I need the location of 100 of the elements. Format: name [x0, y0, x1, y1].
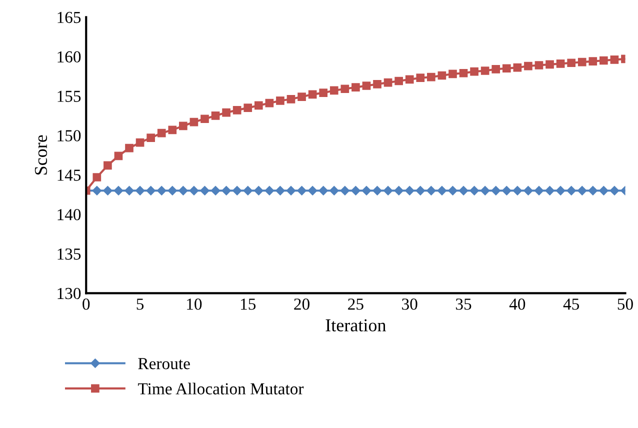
x-tick-label: 30	[402, 298, 418, 310]
point	[362, 186, 372, 196]
point	[135, 186, 145, 196]
point	[157, 128, 166, 138]
point	[286, 186, 296, 196]
point	[254, 186, 264, 196]
point	[329, 186, 339, 196]
point	[448, 186, 458, 196]
point	[384, 78, 392, 87]
point	[416, 186, 425, 196]
point	[610, 56, 619, 64]
point	[232, 106, 242, 114]
point	[383, 186, 393, 196]
point	[534, 186, 544, 196]
point	[146, 186, 156, 196]
y-tick-label: 155	[58, 90, 81, 102]
point	[211, 112, 220, 120]
point	[265, 98, 274, 108]
point	[103, 186, 112, 196]
point	[404, 186, 414, 196]
point	[340, 186, 350, 196]
point	[470, 67, 478, 76]
point	[372, 186, 382, 196]
point	[298, 92, 306, 101]
legend-label: Time Allocation Mutator	[138, 382, 304, 394]
point	[459, 68, 468, 78]
point	[114, 152, 123, 160]
point	[179, 122, 188, 130]
point	[599, 186, 608, 196]
point	[600, 56, 608, 65]
point	[222, 108, 230, 117]
point	[480, 186, 490, 196]
point	[426, 72, 436, 82]
point	[190, 118, 198, 126]
point	[546, 60, 554, 69]
point	[232, 186, 242, 196]
point	[319, 88, 328, 98]
point	[308, 186, 318, 196]
x-axis-title: Iteration	[326, 319, 386, 332]
point	[351, 186, 360, 196]
point	[566, 186, 576, 196]
point	[92, 186, 102, 196]
point	[416, 74, 425, 82]
y-axis-title: Score	[34, 135, 48, 174]
point	[458, 186, 468, 196]
point	[136, 138, 144, 147]
point	[588, 186, 598, 196]
point	[577, 186, 587, 196]
point	[104, 161, 112, 170]
point	[524, 186, 533, 196]
point	[480, 66, 490, 75]
point	[578, 58, 586, 66]
point	[556, 59, 565, 68]
point	[254, 101, 263, 110]
point	[567, 58, 576, 68]
point	[189, 186, 199, 196]
x-tick-label: 25	[348, 298, 364, 310]
point	[524, 62, 532, 70]
x-tick-label: 10	[187, 298, 202, 310]
x-tick-label: 15	[240, 298, 256, 310]
x-tick-label: 0	[82, 298, 90, 310]
point	[156, 186, 166, 196]
point	[297, 186, 306, 196]
point	[588, 57, 598, 66]
point	[534, 61, 544, 70]
y-tick-label: 165	[58, 12, 81, 24]
point	[545, 186, 554, 196]
x-tick-label: 20	[294, 298, 310, 310]
point	[448, 70, 457, 78]
y-tick-label: 130	[58, 288, 81, 300]
y-tick-label: 150	[58, 130, 81, 142]
point	[470, 186, 479, 196]
point	[394, 76, 403, 86]
point	[502, 186, 512, 196]
point	[308, 90, 317, 99]
point	[502, 64, 511, 73]
point	[244, 104, 252, 112]
point	[340, 84, 350, 94]
y-tick-label: 145	[58, 170, 81, 181]
point	[178, 186, 188, 196]
x-tick-label: 45	[563, 298, 580, 310]
y-tick-label: 135	[58, 248, 81, 260]
point	[210, 186, 220, 196]
point	[200, 114, 209, 124]
point	[512, 186, 522, 196]
point	[318, 186, 328, 196]
x-tick-label: 35	[456, 298, 472, 310]
x-tick-label: 50	[618, 298, 633, 310]
point	[146, 134, 155, 142]
point	[438, 71, 446, 80]
point	[610, 186, 620, 196]
x-tick-label: 5	[136, 298, 144, 310]
point	[168, 126, 177, 134]
point	[373, 80, 382, 88]
point	[276, 186, 285, 196]
point	[200, 186, 210, 196]
point	[352, 83, 360, 92]
point	[243, 186, 252, 196]
point	[362, 82, 371, 90]
point	[330, 86, 338, 95]
